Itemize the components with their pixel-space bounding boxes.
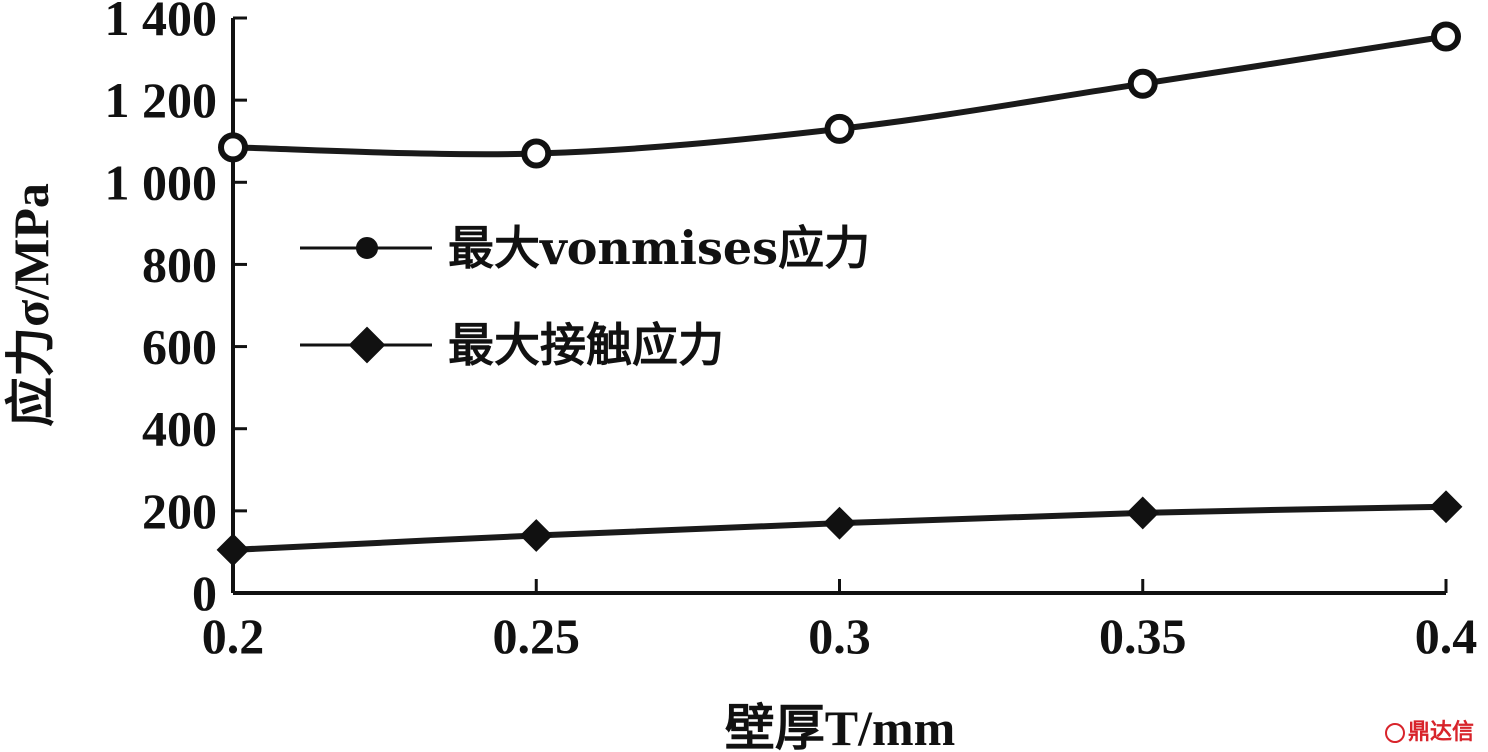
y-tick-label: 1 000 — [105, 154, 218, 210]
y-tick-label: 1 400 — [105, 0, 218, 46]
y-tick-label: 200 — [142, 483, 217, 539]
x-tick-label: 0.4 — [1415, 608, 1478, 664]
data-point — [1429, 490, 1463, 524]
watermark-logo-icon — [1384, 723, 1405, 743]
legend-marker — [348, 326, 386, 364]
x-axis-ticks: 0.2 0.25 0.3 0.35 0.4 — [202, 579, 1478, 664]
x-tick-label: 0.25 — [493, 608, 581, 664]
axes — [231, 18, 1446, 595]
watermark-text: 鼎达信 — [1407, 720, 1474, 745]
watermark: 鼎达信 — [1384, 714, 1474, 746]
y-axis-title: 应力σ/MPa — [3, 183, 59, 427]
y-tick-label: 400 — [142, 401, 217, 457]
data-point — [824, 113, 855, 144]
data-point — [1126, 496, 1160, 530]
legend-marker — [356, 237, 378, 259]
y-tick-label: 800 — [142, 236, 217, 292]
x-tick-label: 0.3 — [808, 608, 871, 664]
legend-item: 最大vonmises应力 — [300, 221, 870, 275]
data-point — [216, 533, 250, 567]
x-tick-label: 0.35 — [1099, 608, 1187, 664]
series-layer — [216, 21, 1463, 567]
data-point — [521, 138, 552, 169]
series-1 — [218, 21, 1461, 169]
legend-item: 最大接触应力 — [300, 318, 724, 372]
y-tick-label: 1 200 — [105, 72, 218, 128]
x-tick-label: 0.2 — [202, 608, 265, 664]
y-tick-label: 600 — [142, 319, 217, 375]
legend-label: 最大接触应力 — [448, 318, 724, 372]
data-point — [519, 519, 553, 552]
y-tick-label: 0 — [192, 565, 217, 621]
x-axis-title: 壁厚T/mm — [725, 700, 956, 752]
legend-label: 最大vonmises应力 — [448, 221, 870, 275]
series-2 — [216, 490, 1463, 567]
data-point — [1127, 68, 1158, 99]
data-point — [1431, 21, 1461, 52]
y-axis-ticks: 0 200 400 600 800 1 000 1 200 1 400 — [105, 0, 247, 621]
data-point — [823, 506, 856, 540]
data-point — [218, 132, 248, 163]
